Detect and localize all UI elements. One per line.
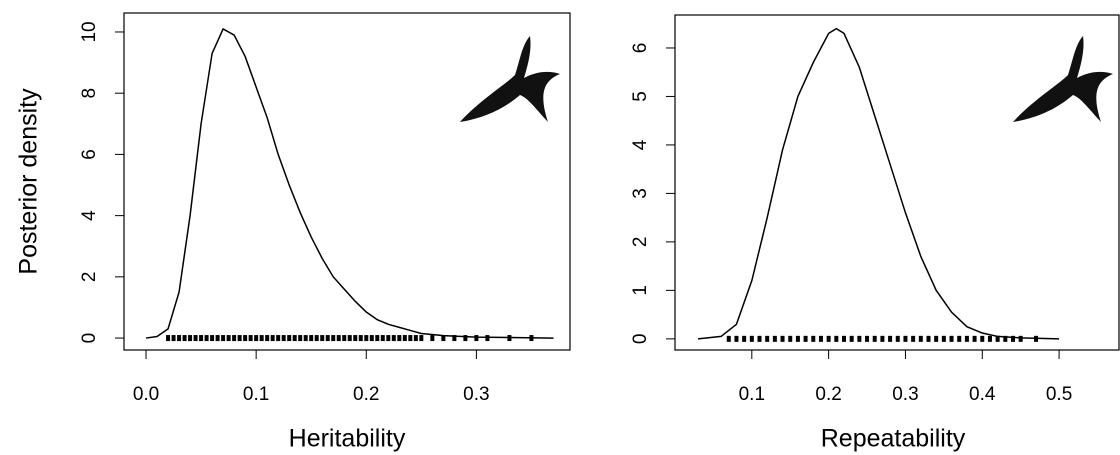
y-tick-label: 2 xyxy=(79,272,100,283)
x-axis-label: Heritability xyxy=(289,425,406,453)
y-tick-label: 2 xyxy=(630,237,651,248)
density-line xyxy=(145,27,554,339)
y-tick-label: 8 xyxy=(79,88,100,99)
plot-frame xyxy=(123,12,571,351)
plot-frame xyxy=(674,14,1120,351)
x-tick-label: 0.0 xyxy=(133,384,159,405)
x-tick-label: 0.1 xyxy=(739,384,765,405)
x-axis-label: Repeatability xyxy=(821,425,966,453)
bird-icon xyxy=(460,36,1113,122)
y-tick-label: 4 xyxy=(79,210,100,221)
x-tick-label: 0.2 xyxy=(353,384,379,405)
density-line xyxy=(697,27,1060,340)
x-tick-label: 0.1 xyxy=(243,384,269,405)
x-tick-label: 0.3 xyxy=(463,384,489,405)
x-tick-label: 0.5 xyxy=(1046,384,1072,405)
y-axis-label: Posterior density xyxy=(15,88,43,275)
y-tick-label: 0 xyxy=(630,334,651,345)
y-tick-label: 6 xyxy=(79,149,100,160)
y-tick-label: 6 xyxy=(630,43,651,54)
y-tick-label: 4 xyxy=(630,139,651,150)
y-tick-label: 3 xyxy=(630,188,651,199)
y-tick-label: 1 xyxy=(630,285,651,296)
x-tick-label: 0.4 xyxy=(969,384,996,405)
y-tick-label: 10 xyxy=(79,21,100,42)
x-tick-label: 0.2 xyxy=(815,384,841,405)
y-tick-label: 0 xyxy=(79,333,100,344)
x-tick-label: 0.3 xyxy=(892,384,918,405)
y-tick-label: 5 xyxy=(630,91,651,102)
